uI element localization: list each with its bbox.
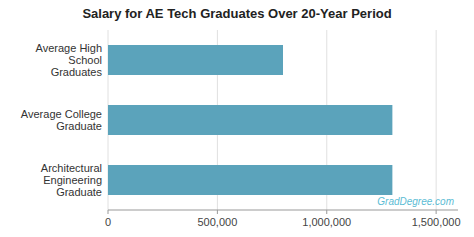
title: Salary for AE Tech Graduates Over 20-Yea… — [82, 6, 391, 21]
bar — [108, 45, 283, 75]
category-label: ArchitecturalEngineeringGraduate — [41, 162, 102, 198]
tick-mark — [108, 210, 109, 214]
watermark: GradDegree.com — [377, 196, 454, 207]
tick-label: 0 — [105, 216, 111, 228]
tick-label: 1,000,000 — [302, 216, 351, 228]
tick-mark — [436, 210, 437, 214]
bar — [108, 105, 392, 135]
tick-label: 500,000 — [197, 216, 237, 228]
tick-mark — [326, 210, 327, 214]
bar — [108, 165, 392, 195]
category-label: Average CollegeGraduate — [21, 108, 102, 132]
bars — [108, 45, 392, 195]
grid-line — [436, 30, 437, 210]
tick-mark — [217, 210, 218, 214]
category-label: Average HighSchoolGraduates — [36, 42, 103, 78]
tick-label: 1,500,000 — [412, 216, 461, 228]
chart: Salary for AE Tech Graduates Over 20-Yea… — [0, 0, 474, 237]
x-axis — [108, 210, 458, 211]
